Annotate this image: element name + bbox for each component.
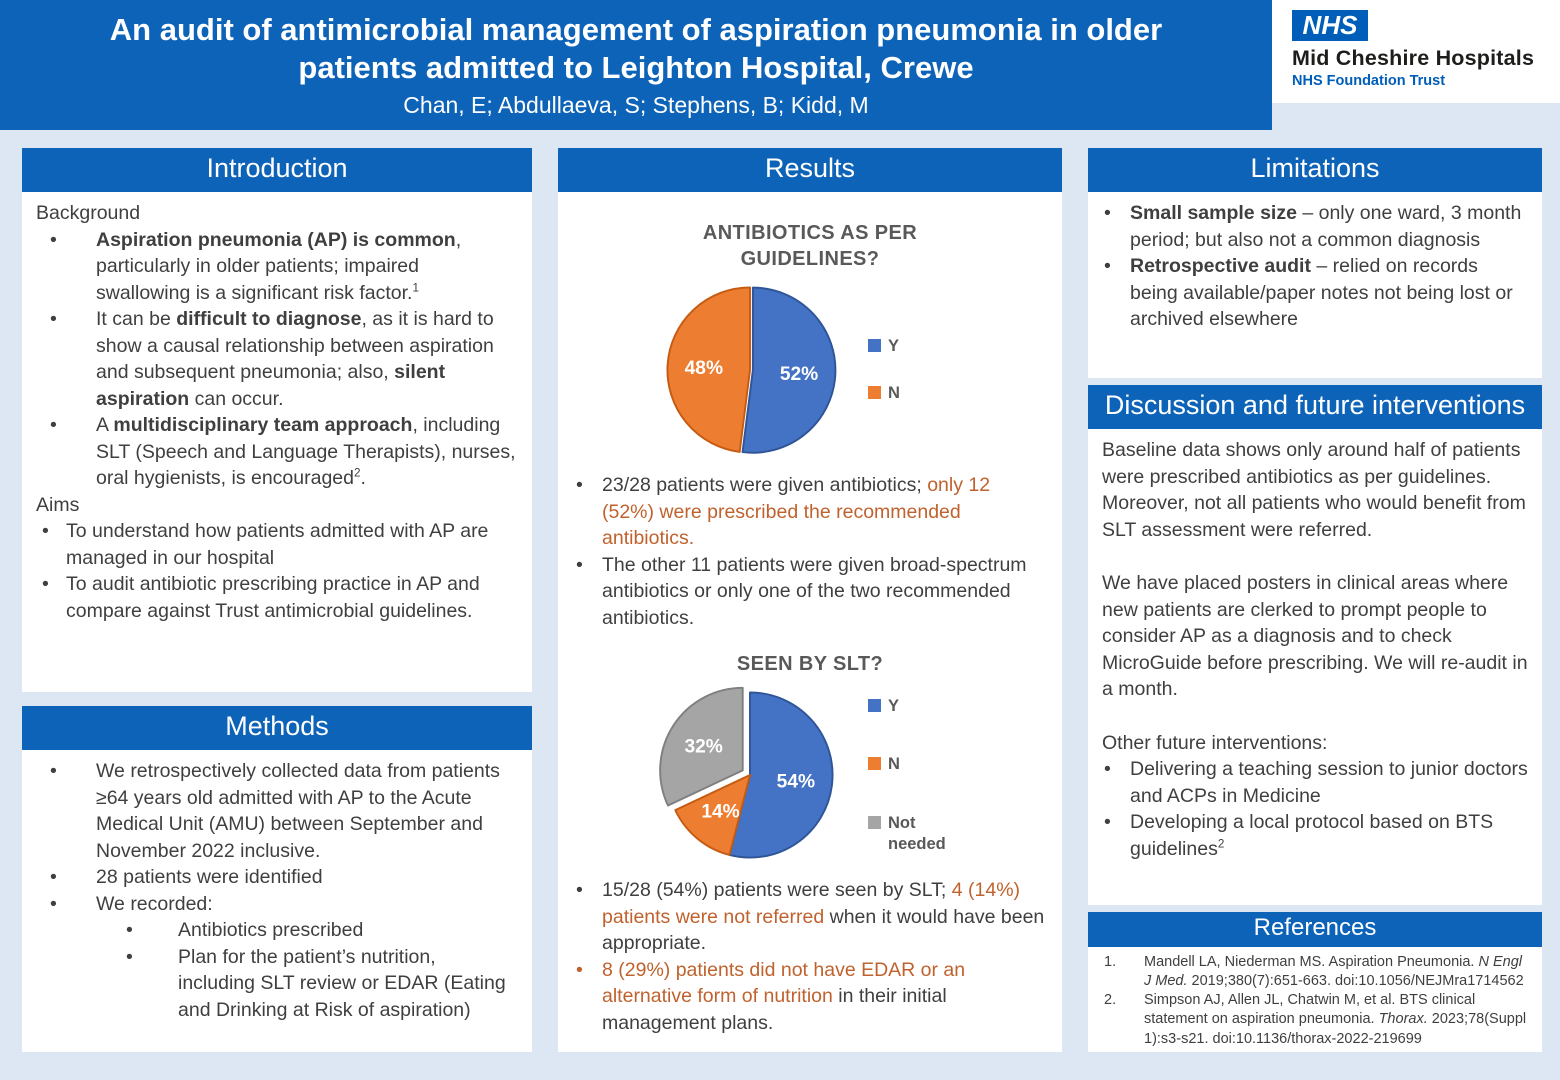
legend-label: N: [888, 384, 900, 402]
background-list: Aspiration pneumonia (AP) is common, par…: [36, 227, 518, 492]
pie2-legend: Y N Not needed: [868, 696, 966, 855]
list-item: It can be difficult to diagnose, as it i…: [36, 306, 518, 412]
legend-item: Y: [868, 336, 966, 357]
svg-text:48%: 48%: [685, 358, 723, 379]
limitations-list: Small sample size – only one ward, 3 mon…: [1102, 200, 1528, 333]
references-content: Mandell LA, Niederman MS. Aspiration Pne…: [1088, 947, 1542, 1059]
nhs-trust-label: NHS Foundation Trust: [1292, 73, 1446, 89]
legend-swatch-not-needed: [868, 816, 881, 830]
future-interventions-label: Other future interventions:: [1102, 731, 1328, 754]
svg-text:54%: 54%: [777, 772, 815, 793]
legend-item: N: [868, 754, 966, 775]
list-item: Small sample size – only one ward, 3 mon…: [1102, 200, 1528, 253]
list-item: A multidisciplinary team approach, inclu…: [36, 412, 518, 492]
legend-label: Y: [888, 337, 900, 356]
header-banner: An audit of antimicrobial management of …: [0, 0, 1560, 130]
list-item: Aspiration pneumonia (AP) is common, par…: [36, 227, 518, 307]
list-item: To understand how patients admitted with…: [36, 518, 518, 571]
discussion-content: Baseline data shows only around half of …: [1088, 429, 1542, 874]
list-item: Retrospective audit – relied on records …: [1102, 253, 1528, 333]
header-title-block: An audit of antimicrobial management of …: [0, 0, 1272, 130]
discussion-section: Discussion and future interventions Base…: [1088, 385, 1542, 905]
list-item-text: We recorded:: [96, 892, 213, 915]
methods-title: Methods: [22, 706, 532, 750]
limitations-title: Limitations: [1088, 148, 1542, 192]
reference-item: Mandell LA, Niederman MS. Aspiration Pne…: [1104, 953, 1524, 990]
right-column: Limitations Small sample size – only one…: [1088, 148, 1542, 1052]
legend-swatch-y: [868, 698, 881, 712]
svg-text:14%: 14%: [701, 801, 739, 822]
introduction-section: Introduction Background Aspiration pneum…: [22, 148, 532, 692]
legend-item: N: [868, 383, 966, 404]
discussion-paragraph: We have placed posters in clinical areas…: [1102, 572, 1528, 701]
svg-text:52%: 52%: [780, 364, 818, 385]
methods-section: Methods We retrospectively collected dat…: [22, 706, 532, 1052]
results-list-slt: 15/28 (54%) patients were seen by SLT; 4…: [574, 877, 1046, 1036]
poster-title-line2: patients admitted to Leighton Hospital, …: [298, 50, 974, 85]
nhs-logo-mark: NHS: [1292, 10, 1368, 41]
poster-body: Introduction Background Aspiration pneum…: [0, 130, 1560, 1052]
list-item: Delivering a teaching session to junior …: [1102, 756, 1528, 809]
references-list: Mandell LA, Niederman MS. Aspiration Pne…: [1100, 953, 1530, 1049]
limitations-section: Limitations Small sample size – only one…: [1088, 148, 1542, 378]
poster-title-line1: An audit of antimicrobial management of …: [109, 12, 1163, 48]
poster-authors: Chan, E; Abdullaeva, S; Stephens, B; Kid…: [403, 91, 869, 118]
legend-label: N: [888, 755, 900, 774]
limitations-content: Small sample size – only one ward, 3 mon…: [1088, 192, 1542, 345]
results-list-antibiotics: 23/28 patients were given antibiotics; o…: [574, 472, 1046, 631]
future-interventions-list: Delivering a teaching session to junior …: [1102, 756, 1528, 862]
legend-swatch-y: [868, 339, 881, 353]
methods-content: We retrospectively collected data from p…: [22, 750, 532, 1035]
introduction-title: Introduction: [22, 148, 532, 192]
legend-label: Not needed: [888, 814, 946, 853]
nhs-logo: NHS Mid Cheshire Hospitals NHS Foundatio…: [1272, 0, 1560, 103]
middle-column: Results ANTIBIOTICS AS PER GUIDELINES? 5…: [558, 148, 1062, 1052]
legend-swatch-n: [868, 386, 881, 399]
results-title: Results: [558, 148, 1062, 192]
pie2-block: 54% 14% 32% Y N: [572, 679, 1048, 871]
legend-item: Not needed: [868, 813, 966, 854]
list-item: Plan for the patient’s nutrition, includ…: [96, 944, 518, 1024]
aims-list: To understand how patients admitted with…: [36, 518, 518, 624]
list-item: Antibiotics prescribed: [96, 917, 518, 944]
list-item: 23/28 patients were given antibiotics; o…: [574, 472, 1046, 552]
results-content: ANTIBIOTICS AS PER GUIDELINES? 52% 48% Y …: [558, 192, 1062, 1048]
reference-item: Simpson AJ, Allen JL, Chatwin M, et al. …: [1104, 991, 1527, 1047]
list-item: We recorded: Antibiotics prescribed Plan…: [36, 891, 518, 1024]
discussion-title: Discussion and future interventions: [1088, 385, 1542, 429]
pie-chart-antibiotics-guidelines: 52% 48%: [666, 286, 837, 454]
references-section: References Mandell LA, Niederman MS. Asp…: [1088, 912, 1542, 1052]
legend-swatch-n: [868, 757, 881, 771]
poster-title: An audit of antimicrobial management of …: [0, 11, 1272, 87]
discussion-paragraph: Baseline data shows only around half of …: [1102, 439, 1526, 541]
pie1-legend: Y N: [868, 336, 966, 403]
references-title: References: [1088, 912, 1542, 947]
list-item: The other 11 patients were given broad-s…: [574, 552, 1046, 632]
legend-item: Y: [868, 696, 966, 717]
left-column: Introduction Background Aspiration pneum…: [22, 148, 532, 1052]
nhs-org-name: Mid Cheshire Hospitals: [1292, 46, 1535, 70]
background-label: Background: [36, 202, 141, 224]
list-item: Developing a local protocol based on BTS…: [1102, 809, 1528, 862]
pie2-title: SEEN BY SLT?: [736, 653, 884, 676]
methods-list: We retrospectively collected data from p…: [36, 758, 518, 1023]
results-section: Results ANTIBIOTICS AS PER GUIDELINES? 5…: [558, 148, 1062, 1052]
list-item: To audit antibiotic prescribing practice…: [36, 571, 518, 624]
list-item: 15/28 (54%) patients were seen by SLT; 4…: [574, 877, 1046, 957]
list-item: 28 patients were identified: [36, 864, 518, 891]
list-item: We retrospectively collected data from p…: [36, 758, 518, 864]
svg-text:32%: 32%: [684, 736, 722, 757]
pie-chart-seen-by-slt: 54% 14% 32%: [659, 686, 834, 859]
introduction-content: Background Aspiration pneumonia (AP) is …: [22, 192, 532, 636]
aims-label: Aims: [36, 493, 80, 516]
pie1-block: 52% 48% Y N: [572, 274, 1048, 466]
pie1-title: ANTIBIOTICS AS PER GUIDELINES?: [702, 222, 918, 270]
list-item: 8 (29%) patients did not have EDAR or an…: [574, 957, 1046, 1037]
legend-label: Y: [888, 696, 900, 715]
methods-sublist: Antibiotics prescribed Plan for the pati…: [96, 917, 518, 1023]
